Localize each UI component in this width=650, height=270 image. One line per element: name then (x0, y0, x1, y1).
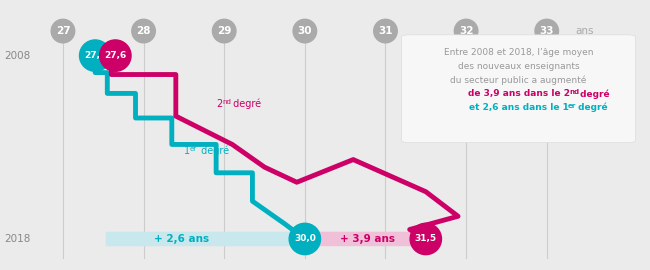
Text: nd: nd (569, 89, 580, 95)
Text: degré: degré (230, 98, 261, 109)
Text: et 2,6 ans dans le 1: et 2,6 ans dans le 1 (469, 103, 569, 112)
Text: degré: degré (577, 89, 610, 99)
Text: 31: 31 (378, 26, 393, 36)
Ellipse shape (213, 19, 236, 43)
Text: ans: ans (575, 26, 593, 36)
Text: 31,5: 31,5 (415, 234, 437, 244)
Text: de 3,9 ans dans le 2: de 3,9 ans dans le 2 (467, 89, 569, 98)
Text: + 3,9 ans: + 3,9 ans (340, 234, 395, 244)
Text: 29: 29 (217, 26, 231, 36)
Ellipse shape (289, 223, 320, 255)
Text: 27,6: 27,6 (104, 51, 127, 60)
Text: er: er (567, 103, 576, 109)
Ellipse shape (535, 19, 558, 43)
Ellipse shape (374, 19, 397, 43)
Text: nd: nd (222, 99, 231, 105)
Text: 2008: 2008 (5, 50, 31, 61)
Text: Entre 2008 et 2018, l’âge moyen: Entre 2008 et 2018, l’âge moyen (444, 48, 593, 57)
Text: du secteur public a augmenté: du secteur public a augmenté (450, 76, 587, 85)
Text: 28: 28 (136, 26, 151, 36)
Ellipse shape (51, 19, 75, 43)
Text: 27,4: 27,4 (84, 51, 107, 60)
Text: + 2,6 ans: + 2,6 ans (154, 234, 209, 244)
Ellipse shape (132, 19, 155, 43)
FancyBboxPatch shape (402, 35, 636, 143)
Ellipse shape (454, 19, 478, 43)
Text: 1: 1 (184, 146, 190, 156)
FancyBboxPatch shape (106, 232, 306, 246)
Text: 33: 33 (540, 26, 554, 36)
Ellipse shape (293, 19, 317, 43)
Text: 32: 32 (459, 26, 473, 36)
Text: 27: 27 (56, 26, 70, 36)
Text: er: er (190, 146, 197, 152)
Text: degré: degré (198, 146, 229, 156)
Text: 2: 2 (216, 99, 222, 109)
Ellipse shape (99, 40, 131, 71)
Text: 30: 30 (298, 26, 312, 36)
Text: 2018: 2018 (5, 234, 31, 244)
Text: 30,0: 30,0 (294, 234, 316, 244)
Ellipse shape (79, 40, 111, 71)
Text: des nouveaux enseignants: des nouveaux enseignants (458, 62, 579, 71)
Text: degré: degré (575, 103, 608, 112)
Ellipse shape (410, 223, 441, 255)
FancyBboxPatch shape (307, 232, 428, 246)
